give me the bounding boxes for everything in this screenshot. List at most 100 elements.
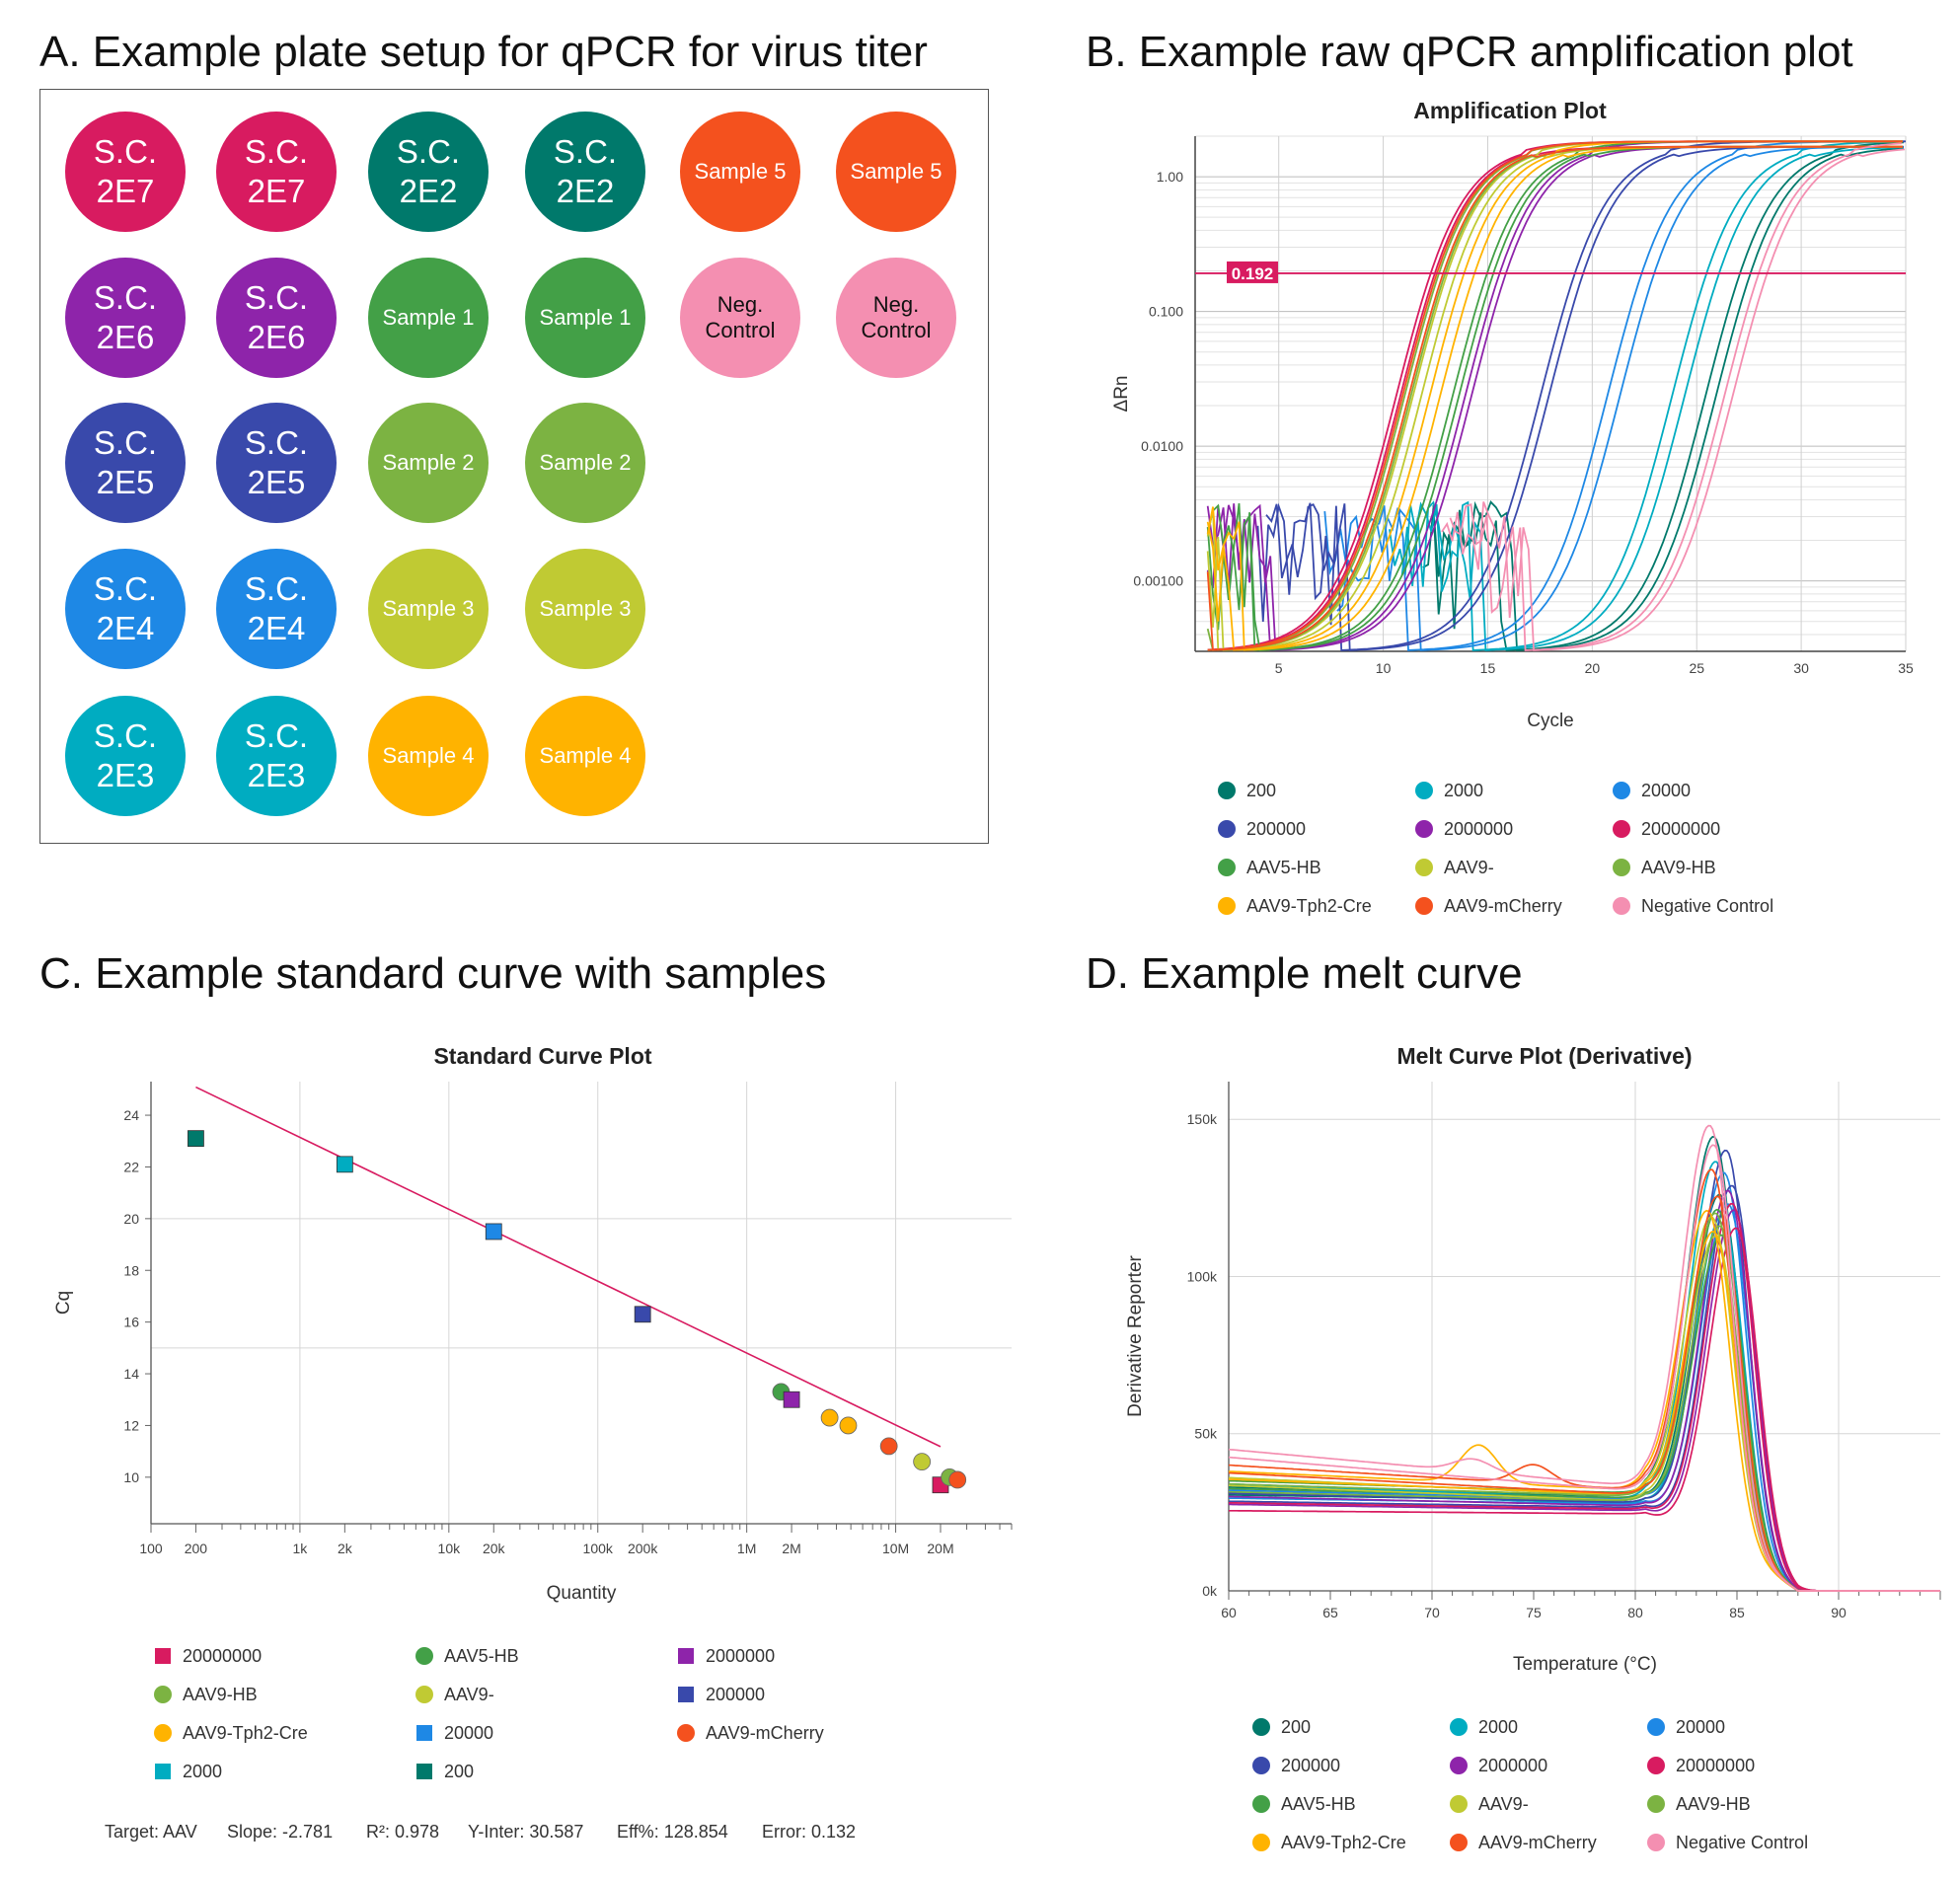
legend-label: AAV9-	[444, 1685, 494, 1704]
well-label: Sample 4	[539, 742, 632, 768]
panel-c-title: C. Example standard curve with samples	[39, 949, 827, 998]
y-tick-label: 100k	[1187, 1268, 1218, 1284]
well-label: Sample 3	[382, 595, 475, 621]
well-label: S.C. 2E3	[244, 716, 309, 793]
y-tick-label: 0.00100	[1133, 573, 1183, 589]
legend-label: AAV9-	[1444, 858, 1494, 877]
amplification-curve	[1206, 145, 1903, 651]
chart-title: Amplification Plot	[1413, 98, 1607, 123]
legend-marker	[154, 1724, 172, 1742]
plate-well: Neg. Control	[836, 258, 956, 378]
legend-label: AAV9-mCherry	[1444, 896, 1562, 916]
data-point	[634, 1306, 651, 1323]
amplification-curve	[1206, 145, 1903, 651]
legend-marker	[677, 1724, 695, 1742]
well-label: Sample 1	[539, 304, 632, 330]
y-tick-label: 12	[123, 1417, 139, 1433]
plate-well: S.C. 2E2	[368, 112, 489, 232]
well-label: Sample 1	[382, 304, 475, 330]
well-label: S.C. 2E4	[93, 569, 158, 646]
regression-stat: Slope: -2.781	[227, 1822, 333, 1842]
legend-marker	[154, 1686, 172, 1703]
panel-a-title: A. Example plate setup for qPCR for viru…	[39, 28, 928, 76]
melt-curve	[1228, 1231, 1940, 1592]
y-tick-label: 1.00	[1157, 169, 1183, 185]
plate-well: S.C. 2E4	[216, 549, 337, 669]
plate-well: Sample 3	[525, 549, 645, 669]
legend-label: 200	[444, 1762, 474, 1781]
y-tick-label: 20	[123, 1211, 139, 1227]
legend-marker	[1613, 859, 1630, 876]
melt-curve	[1228, 1184, 1940, 1592]
melt-curve	[1229, 1225, 1940, 1592]
data-point	[913, 1453, 932, 1471]
threshold-badge	[1227, 261, 1278, 283]
y-tick-label: 10	[123, 1469, 139, 1485]
plate-well: S.C. 2E3	[65, 696, 186, 816]
x-axis-label: Quantity	[547, 1583, 617, 1604]
amplification-curve	[1206, 145, 1903, 651]
legend-label: 2000	[1478, 1717, 1518, 1737]
well-label: S.C. 2E7	[93, 132, 158, 209]
legend-label: AAV9-HB	[183, 1685, 258, 1704]
data-point	[879, 1437, 898, 1456]
legend-label: 20000	[1641, 781, 1691, 800]
well-label: Sample 4	[382, 742, 475, 768]
y-axis-label: ΔRn	[1111, 376, 1132, 413]
data-point	[948, 1470, 967, 1489]
well-label: S.C. 2E4	[244, 569, 309, 646]
regression-stat: Target: AAV	[105, 1822, 197, 1842]
legend-label: AAV9-Tph2-Cre	[1281, 1833, 1406, 1852]
well-label: Sample 3	[539, 595, 632, 621]
legend-label: AAV9-HB	[1641, 858, 1716, 877]
legend-label: AAV9-HB	[1676, 1794, 1751, 1814]
melt-curve	[1228, 1216, 1940, 1592]
amplification-curve	[1449, 148, 1905, 651]
amplification-curve	[1432, 147, 1904, 651]
legend-marker	[1415, 820, 1433, 838]
legend-marker	[415, 1647, 433, 1665]
legend-label: 2000	[1444, 781, 1483, 800]
well-label: S.C. 2E2	[553, 132, 618, 209]
plate-well: S.C. 2E7	[65, 112, 186, 232]
y-axis-label: Derivative Reporter	[1125, 1254, 1146, 1416]
regression-stat: R²: 0.978	[366, 1822, 439, 1842]
regression-stat: Y-Inter: 30.587	[468, 1822, 583, 1842]
amplification-curve	[1336, 145, 1902, 651]
melt-curve	[1229, 1171, 1940, 1592]
regression-stat: Error: 0.132	[762, 1822, 856, 1842]
x-tick-label: 25	[1689, 660, 1704, 676]
plate-well: S.C. 2E4	[65, 549, 186, 669]
data-point	[783, 1391, 800, 1408]
legend-marker	[155, 1648, 171, 1664]
plate-well: S.C. 2E6	[65, 258, 186, 378]
well-label: Sample 2	[539, 449, 632, 475]
amplification-curve	[1206, 145, 1903, 651]
well-label: S.C. 2E6	[244, 278, 309, 355]
regression-stat: Eff%: 128.854	[617, 1822, 728, 1842]
y-tick-label: 0.0100	[1141, 438, 1183, 454]
melt-curve	[1229, 1149, 1940, 1592]
plate-well: Sample 4	[368, 696, 489, 816]
well-label: S.C. 2E6	[93, 278, 158, 355]
legend-marker	[1450, 1795, 1468, 1813]
well-label: Sample 5	[694, 158, 787, 184]
legend-marker	[1613, 820, 1630, 838]
legend-marker	[1252, 1757, 1270, 1774]
melt-curve	[1228, 1208, 1940, 1592]
melt-curve	[1228, 1189, 1940, 1592]
plate-well: S.C. 2E5	[216, 403, 337, 523]
melt-curve	[1229, 1215, 1940, 1592]
legend-label: Negative Control	[1676, 1833, 1808, 1852]
melt-curve	[1228, 1203, 1940, 1592]
plate-well: Sample 5	[680, 112, 800, 232]
well-label: S.C. 2E5	[244, 423, 309, 500]
legend-label: Negative Control	[1641, 896, 1773, 916]
plate-well: Sample 3	[368, 549, 489, 669]
well-label: Neg. Control	[705, 291, 776, 342]
y-tick-label: 0k	[1202, 1583, 1218, 1599]
legend-label: 20000	[444, 1723, 493, 1743]
melt-curve	[1229, 1193, 1940, 1592]
data-point	[188, 1130, 204, 1148]
data-point	[336, 1156, 353, 1173]
